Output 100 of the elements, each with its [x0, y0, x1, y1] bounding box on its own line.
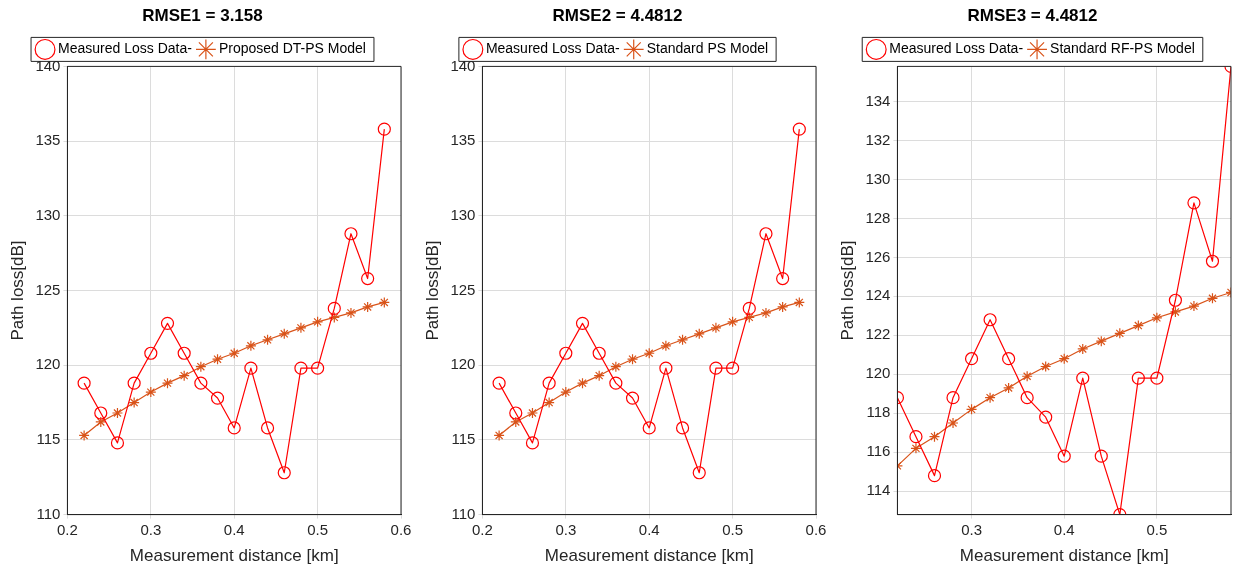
point: [1057, 449, 1071, 463]
point: [362, 301, 374, 313]
x-tick-label: 0.5: [1146, 520, 1168, 538]
point: [983, 313, 997, 327]
y-tick-label: 135: [450, 131, 476, 149]
legend-label: Proposed DT-PS Model: [218, 40, 366, 57]
point: [560, 386, 572, 398]
x-tick-label: 0.4: [1053, 520, 1075, 538]
point: [777, 301, 789, 313]
y-tick-label: 130: [35, 205, 61, 223]
point: [1076, 371, 1090, 385]
point: [509, 406, 523, 420]
point: [493, 429, 505, 442]
point: [95, 416, 107, 428]
x-tick-label: 0.4: [638, 520, 660, 538]
point: [659, 361, 673, 375]
point: [947, 417, 959, 429]
y-tick-label: 140: [35, 56, 61, 74]
point: [1206, 292, 1219, 304]
point: [709, 361, 723, 375]
point: [378, 296, 390, 309]
y-tick-label: 120: [450, 355, 476, 373]
point: [361, 271, 375, 286]
x-tick-label: 0.2: [57, 520, 78, 538]
point: [1131, 371, 1145, 385]
y-axis-title: Path loss[dB]: [7, 240, 27, 341]
point: [727, 316, 739, 328]
x-tick-label: 0.2: [472, 520, 493, 538]
chart-title: RMSE3 = 4.4812: [967, 5, 1098, 25]
point: [525, 436, 540, 450]
legend-label: Measured Loss Data-: [889, 40, 1024, 57]
point: [625, 391, 640, 405]
x-axis-title: Measurement distance [km]: [544, 546, 754, 566]
point: [1168, 293, 1182, 307]
point: [593, 370, 605, 382]
point: [312, 316, 324, 328]
point: [542, 376, 556, 390]
point: [244, 361, 258, 375]
y-tick-label: 110: [451, 504, 476, 522]
point: [643, 347, 655, 359]
point: [178, 370, 190, 382]
point: [776, 271, 790, 286]
point: [592, 346, 606, 360]
point: [675, 421, 690, 435]
x-axis-title: Measurement distance [km]: [129, 546, 339, 566]
point: [575, 316, 590, 330]
point: [344, 227, 358, 241]
point: [261, 334, 274, 346]
point: [1002, 352, 1016, 366]
point: [294, 361, 308, 375]
point: [194, 376, 208, 390]
y-tick-label: 116: [866, 442, 891, 460]
point: [984, 392, 996, 404]
y-tick-label: 110: [36, 504, 61, 522]
point: [660, 340, 672, 352]
point: [692, 466, 706, 480]
y-tick-label: 115: [36, 430, 61, 448]
point: [626, 353, 639, 365]
x-tick-label: 0.5: [722, 520, 744, 538]
y-tick-label: 135: [35, 131, 61, 149]
point: [77, 376, 91, 390]
point: [211, 353, 224, 365]
point: [227, 421, 241, 435]
point: [609, 376, 623, 390]
x-axis-title: Measurement distance [km]: [959, 546, 1169, 566]
y-tick-label: 132: [865, 130, 891, 148]
y-tick-label: 122: [865, 325, 891, 343]
point: [1132, 319, 1144, 332]
x-tick-label: 0.5: [307, 520, 329, 538]
point: [161, 377, 174, 389]
y-axis-title: Path loss[dB]: [422, 240, 442, 341]
x-tick-label: 0.4: [223, 520, 245, 538]
point: [1169, 306, 1181, 318]
point: [928, 431, 941, 443]
point: [145, 386, 157, 398]
point: [1040, 360, 1052, 373]
y-tick-label: 128: [865, 208, 891, 226]
point: [277, 466, 291, 480]
point: [111, 407, 124, 419]
point: [965, 403, 978, 415]
y-tick-label: 125: [450, 280, 476, 298]
point: [946, 391, 960, 405]
point: [693, 328, 705, 340]
y-tick-label: 130: [865, 169, 891, 187]
point: [642, 421, 656, 435]
point: [910, 442, 922, 454]
legend-label: Measured Loss Data-: [58, 40, 193, 57]
point: [195, 361, 207, 373]
point: [1003, 382, 1015, 394]
point: [1077, 343, 1089, 355]
point: [743, 311, 755, 323]
y-tick-label: 118: [866, 403, 891, 421]
point: [1095, 335, 1107, 347]
point: [1114, 327, 1126, 339]
point: [792, 122, 806, 136]
x-tick-label: 0.3: [961, 520, 982, 538]
legend-label: Measured Loss Data-: [485, 40, 621, 57]
point: [160, 316, 175, 330]
point: [927, 469, 942, 483]
point: [759, 227, 773, 241]
